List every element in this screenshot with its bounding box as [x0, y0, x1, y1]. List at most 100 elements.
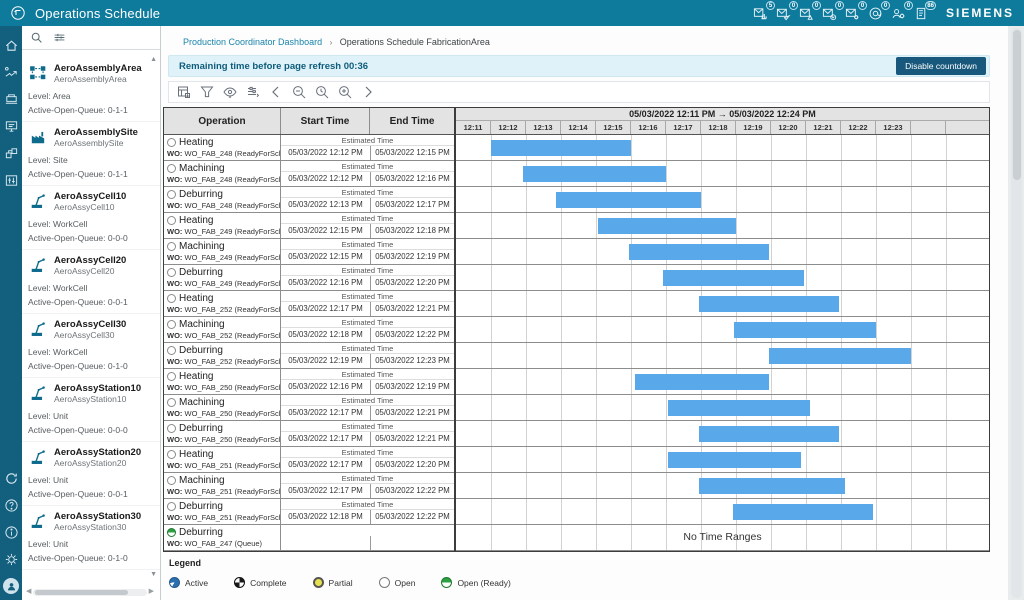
sidebar-item-aeroassycell30[interactable]: AeroAssyCell30 AeroAssyCell30 Level: WorkC…	[22, 314, 160, 378]
sidebar-item-aeroassycell20[interactable]: AeroAssyCell20 AeroAssyCell20 Level: WorkC…	[22, 250, 160, 314]
work-order: WO: WO_FAB_251 (ReadyForScheduling)	[167, 461, 280, 470]
pan-right-icon[interactable]	[360, 84, 377, 101]
operation-name: Deburring	[179, 189, 223, 200]
sidebar-scroll-down[interactable]: ▼	[150, 571, 157, 578]
time-tick: 12:15	[596, 121, 631, 134]
main-vertical-scrollbar[interactable]	[1011, 28, 1022, 598]
gantt-bar[interactable]	[629, 244, 770, 260]
modules-icon[interactable]	[4, 146, 19, 161]
scroll-left-icon[interactable]: ◀	[26, 588, 32, 595]
gantt-bar[interactable]	[769, 348, 911, 364]
history-icon[interactable]	[10, 5, 26, 21]
sidebar-item-aeroassystation20[interactable]: AeroAssyStation20 AeroAssyStation20 Level:…	[22, 442, 160, 506]
disable-countdown-button[interactable]: Disable countdown	[896, 57, 986, 75]
machine-icon[interactable]	[4, 92, 19, 107]
mail-gear-icon[interactable]: 0	[845, 0, 867, 21]
sidebar-item-aeroassycell10[interactable]: AeroAssyCell10 AeroAssyCell10 Level: WorkC…	[22, 186, 160, 250]
gantt-bar[interactable]	[522, 166, 666, 182]
sidebar-item-aeroassemblysite[interactable]: AeroAssemblySite AeroAssemblySite Level: S…	[22, 122, 160, 186]
search-icon[interactable]	[30, 31, 43, 44]
gantt-bar[interactable]	[634, 374, 770, 390]
sidebar-horizontal-scrollbar[interactable]: ◀ ▶	[26, 588, 154, 596]
help-icon[interactable]	[4, 498, 19, 513]
legend-item-open: Open	[378, 577, 415, 588]
operation-row[interactable]: Deburring WO: WO_FAB_247 (Queue)	[164, 525, 454, 551]
pan-left-icon[interactable]	[268, 84, 285, 101]
scroll-right-icon[interactable]: ▶	[148, 588, 154, 595]
zoom-time-icon[interactable]	[314, 84, 331, 101]
gantt-row	[456, 499, 989, 525]
at-icon[interactable]: 0	[868, 0, 890, 21]
user-avatar[interactable]	[3, 578, 19, 594]
workstation-icon[interactable]	[4, 119, 19, 134]
estimated-time-label: Estimated Time	[281, 499, 454, 510]
gantt-bar[interactable]	[597, 218, 736, 234]
gantt-bar[interactable]	[662, 270, 805, 286]
mail-alert-icon[interactable]: 0	[799, 0, 821, 21]
controls-panel-icon[interactable]	[4, 173, 19, 188]
site-icon	[28, 127, 54, 151]
mail-send-icon[interactable]: 0	[776, 0, 798, 21]
gantt-bar[interactable]	[699, 296, 840, 312]
display-options-icon[interactable]	[245, 84, 262, 101]
settings-gear-icon[interactable]	[4, 552, 19, 567]
equipment-name: AeroAssyCell20	[54, 255, 127, 266]
mail-chart-icon[interactable]: 5	[753, 0, 775, 21]
zoom-in-icon[interactable]	[337, 84, 354, 101]
doc-badge-icon[interactable]: 86	[914, 0, 936, 21]
home-icon[interactable]	[4, 38, 19, 53]
mail-check-icon[interactable]: 0	[822, 0, 844, 21]
gantt-bar[interactable]	[667, 452, 801, 468]
sidebar-item-aeroassystation30[interactable]: AeroAssyStation30 AeroAssyStation30 Level:…	[22, 506, 160, 570]
equipment-level: Level: Unit	[28, 411, 69, 421]
robot-icon	[28, 191, 54, 215]
zoom-out-icon[interactable]	[291, 84, 308, 101]
estimated-time-label: Estimated Time	[281, 213, 454, 224]
time-tick-tail	[946, 121, 989, 134]
breadcrumb-dashboard-link[interactable]: Production Coordinator Dashboard	[183, 37, 323, 47]
gantt-bar[interactable]	[732, 504, 873, 520]
sidebar-item-aeroassemblyarea[interactable]: AeroAssemblyArea AeroAssemblyArea Level: A…	[22, 58, 160, 122]
gantt-bar[interactable]	[699, 478, 845, 494]
shopfloor-icon[interactable]	[4, 65, 19, 80]
end-time-value: 05/03/2022 12:22 PM	[370, 484, 454, 498]
gantt-row	[456, 395, 989, 421]
users-gear-icon[interactable]: 0	[891, 0, 913, 21]
filter-options-icon[interactable]	[53, 31, 66, 44]
gantt-row	[456, 369, 989, 395]
info-icon[interactable]	[4, 525, 19, 540]
operation-name: Machining	[179, 319, 225, 330]
gantt-bar[interactable]	[667, 400, 810, 416]
gantt-bar[interactable]	[491, 140, 631, 156]
export-icon[interactable]	[176, 84, 193, 101]
sidebar-item-aeroassystation10[interactable]: AeroAssyStation10 AeroAssyStation10 Level:…	[22, 378, 160, 442]
filter-icon[interactable]	[199, 84, 216, 101]
left-icon-rail	[0, 26, 22, 600]
gantt-bar[interactable]	[699, 426, 840, 442]
equipment-subname: AeroAssyCell30	[54, 330, 115, 340]
gantt-bar[interactable]	[555, 192, 701, 208]
legend-label: Complete	[250, 577, 287, 588]
sidebar-scroll-up[interactable]: ▲	[150, 56, 157, 63]
show-hide-icon[interactable]	[222, 84, 239, 101]
equipment-queue-counts: Active-Open-Queue: 0-1-0	[28, 553, 128, 563]
status-open-icon	[167, 450, 176, 459]
time-tick: 12:12	[491, 121, 526, 134]
refresh-icon[interactable]	[4, 471, 19, 486]
gantt-bar[interactable]	[734, 322, 876, 338]
